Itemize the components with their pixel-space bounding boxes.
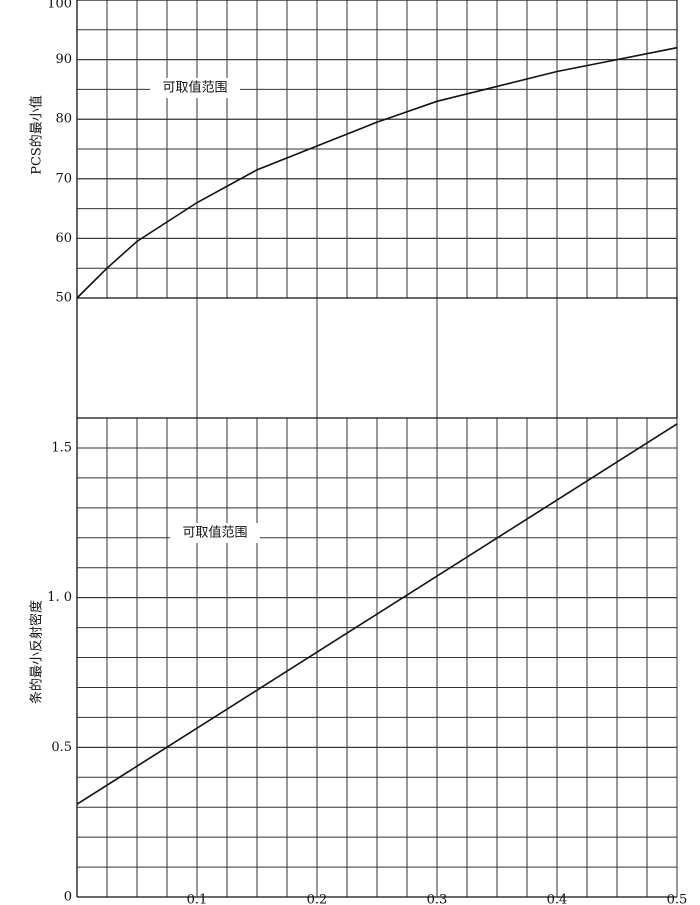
y-tick-label: 100: [47, 0, 72, 12]
y-axis-label: PCS的最小值: [29, 95, 45, 175]
x-tick-label: 0.2: [307, 893, 328, 905]
y-tick-label: 0.5: [51, 740, 72, 755]
y-tick-label: 60: [55, 231, 72, 246]
series-line: [76, 423, 678, 805]
y-tick-label: 90: [55, 52, 72, 67]
y-axis-label: 条的最小反射密度: [29, 600, 45, 704]
y-tick-label: 70: [55, 171, 72, 186]
annotation-bg: [170, 523, 260, 543]
x-tick-label: 0.4: [547, 893, 568, 905]
y-tick-label: 50: [55, 291, 72, 306]
series-line: [76, 46, 678, 299]
x-tick-label: 0.5: [667, 893, 688, 905]
y-tick-label: 0: [64, 890, 72, 905]
annotation: 可取值范围: [162, 80, 227, 96]
x-tick-label: 0.3: [427, 893, 448, 905]
annotation: 可取值范围: [182, 525, 247, 541]
y-tick-label: 1. 0: [47, 590, 72, 605]
annotation-bg: [150, 78, 240, 98]
y-tick-label: 1.5: [51, 440, 72, 455]
y-tick-label: 80: [55, 112, 72, 127]
x-tick-label: 0.1: [187, 893, 208, 905]
